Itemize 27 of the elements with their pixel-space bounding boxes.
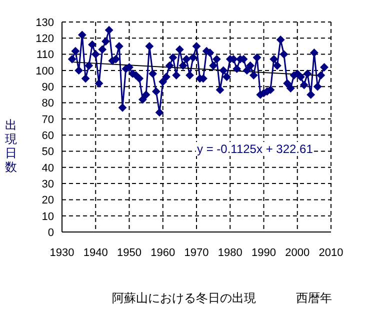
x-tick-label: 1930 (50, 246, 74, 259)
y-tick-label: 80 (42, 98, 54, 110)
y-axis-title: 出現日数 (4, 118, 18, 174)
x-axis-title: 西暦年 (296, 290, 332, 307)
x-tick-label: 1950 (117, 246, 142, 259)
y-tick-label: 0 (48, 226, 54, 239)
y-tick-label: 130 (36, 16, 54, 29)
x-tick-label: 1960 (150, 246, 176, 259)
y-tick-label: 70 (42, 114, 54, 126)
y-tick-label: 10 (42, 210, 54, 223)
y-tick-label: 20 (42, 194, 54, 207)
y-tick-label: 110 (36, 49, 54, 62)
y-tick-label: 40 (42, 162, 54, 174)
x-tick-label: 1940 (83, 246, 108, 259)
x-tick-label: 1990 (252, 246, 276, 259)
y-tick-label: 50 (42, 146, 54, 158)
y-tick-label: 120 (36, 33, 54, 46)
text: 阿蘇山における冬日の出現 (112, 290, 256, 307)
y-tick-label: 30 (42, 178, 54, 190)
y-tick-label: 100 (36, 65, 54, 78)
x-tick-label: 2000 (285, 246, 310, 259)
annotation: y = -0.1125x + 322.61 (196, 142, 314, 156)
y-tick-label: 90 (42, 82, 54, 94)
x-tick-label: 1970 (184, 246, 209, 259)
x-tick-label: 2010 (318, 246, 344, 259)
x-tick-label: 1980 (218, 246, 242, 259)
y-tick-label: 60 (42, 130, 54, 142)
